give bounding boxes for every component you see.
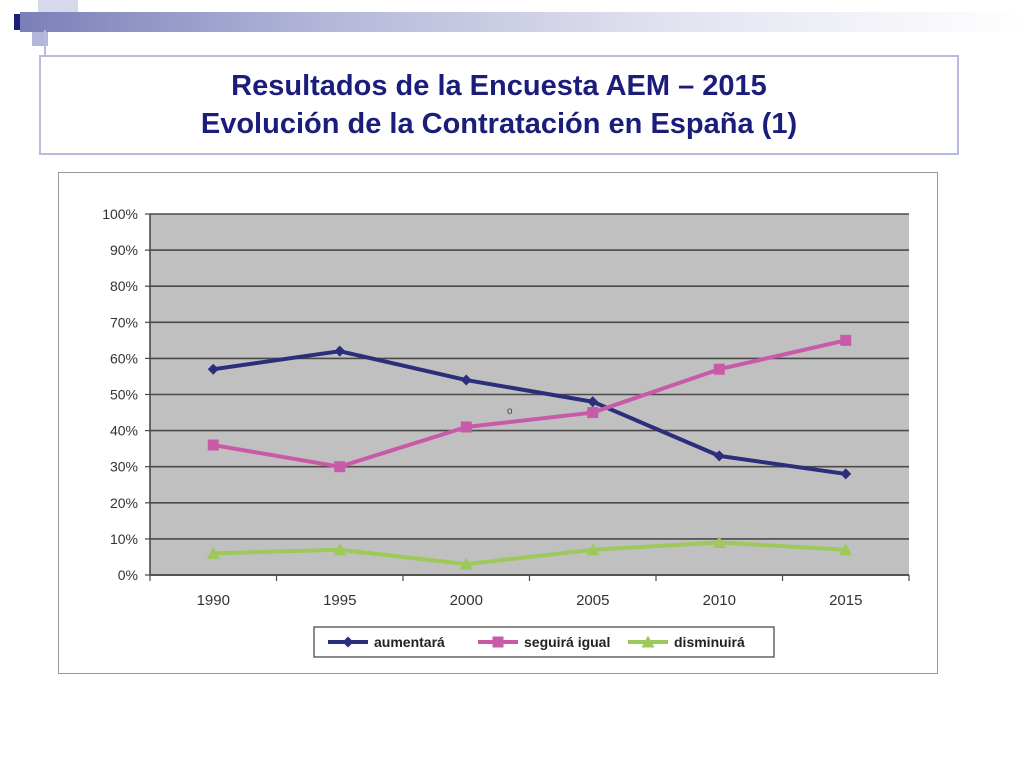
data-point-series-3 <box>839 543 853 556</box>
legend-label-2: seguirá igual <box>524 634 610 650</box>
deco-square-pale <box>38 0 78 12</box>
deco-vertical-rule <box>44 30 46 60</box>
data-point-series-3 <box>459 557 473 570</box>
y-tick-label: 30% <box>110 459 138 475</box>
data-point-series-1 <box>587 396 599 408</box>
data-point-series-2 <box>334 461 346 473</box>
data-point-series-3 <box>333 543 347 556</box>
data-point-series-1 <box>460 374 472 386</box>
y-tick-label: 0% <box>118 567 138 583</box>
y-tick-label: 50% <box>110 387 138 403</box>
data-point-series-1 <box>207 363 219 375</box>
y-tick-label: 20% <box>110 495 138 511</box>
y-tick-label: 80% <box>110 278 138 294</box>
legend-label-3: disminuirá <box>674 634 745 650</box>
x-tick-label: 2010 <box>703 592 736 609</box>
annotation-label: o <box>507 406 513 417</box>
x-tick-label: 1990 <box>197 592 230 609</box>
data-point-series-2 <box>587 407 599 419</box>
y-tick-label: 90% <box>110 242 138 258</box>
data-point-series-2 <box>207 439 219 451</box>
data-point-series-2 <box>713 363 725 375</box>
data-point-series-1 <box>840 468 852 480</box>
y-tick-label: 100% <box>102 206 138 222</box>
data-point-series-1 <box>334 345 346 357</box>
legend-label-1: aumentará <box>374 634 445 650</box>
decorative-top-bar <box>20 12 1024 32</box>
legend-marker-2 <box>492 636 504 648</box>
data-point-series-3 <box>586 543 600 556</box>
legend-marker-3 <box>641 635 655 648</box>
y-tick-label: 70% <box>110 314 138 330</box>
slide-title-line2: Evolución de la Contratación en España (… <box>200 108 798 140</box>
y-tick-label: 10% <box>110 531 138 547</box>
x-tick-label: 2015 <box>829 592 862 609</box>
title-box: Resultados de la Encuesta AEM – 2015 Evo… <box>39 55 959 155</box>
x-tick-label: 1995 <box>323 592 356 609</box>
data-point-series-2 <box>460 421 472 433</box>
data-point-series-1 <box>713 450 725 462</box>
y-tick-label: 40% <box>110 423 138 439</box>
x-tick-label: 2000 <box>450 592 483 609</box>
x-tick-label: 2005 <box>576 592 609 609</box>
data-point-series-2 <box>840 334 852 346</box>
series-line-1 <box>212 349 847 476</box>
series-line-2 <box>212 338 847 469</box>
chart-frame: 0% 10% 20% 30% 40% 50% 60% 70% 80% 90% 100% 1990 199… <box>58 172 938 674</box>
line-chart: 0% 10% 20% 30% 40% 50% 60% 70% 80% 90% 100% 1990 199… <box>102 206 910 658</box>
data-point-series-3 <box>206 546 220 559</box>
legend-box <box>313 626 775 658</box>
slide-title-line1: Resultados de la Encuesta AEM – 2015 <box>231 70 767 102</box>
legend-marker-1 <box>342 636 354 648</box>
data-point-series-3 <box>712 536 726 549</box>
y-tick-label: 60% <box>110 350 138 366</box>
series-line-3 <box>213 540 846 567</box>
